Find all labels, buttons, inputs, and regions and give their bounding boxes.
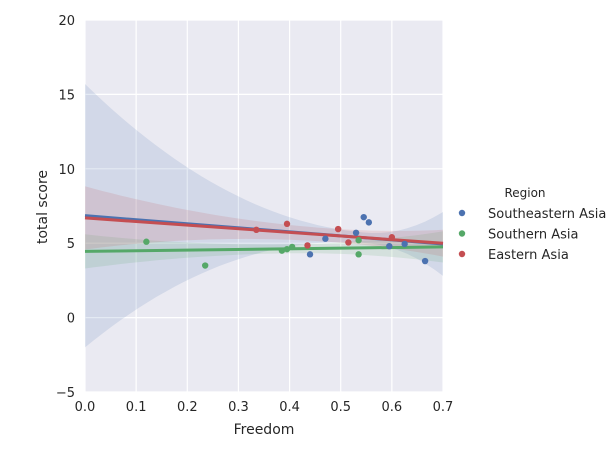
legend-label: Eastern Asia	[488, 248, 569, 263]
y-tick-label: 0	[67, 312, 75, 327]
y-axis-label: total score	[35, 170, 51, 244]
x-tick-label: 0.6	[382, 400, 403, 415]
regression-line	[84, 245, 444, 253]
x-tick-label: 0.0	[75, 400, 96, 415]
regression-line	[84, 216, 444, 245]
x-axis-label: Freedom	[234, 422, 295, 438]
x-tick-label: 0.5	[330, 400, 351, 415]
confidence-band	[85, 84, 443, 348]
legend-label: Southeastern Asia	[488, 207, 606, 222]
data-point	[334, 225, 342, 233]
confidence-band	[85, 186, 443, 257]
data-point	[355, 237, 362, 244]
y-tick-label: −5	[56, 386, 75, 401]
y-tick-label: 5	[67, 237, 75, 252]
x-tick-label: 0.7	[433, 400, 454, 415]
x-tick-label: 0.1	[126, 400, 147, 415]
legend-marker	[458, 230, 466, 237]
data-point	[283, 220, 291, 228]
x-axis-ticks: 0.0 0.1 0.2 0.3 0.4 0.5 0.6 0.7	[75, 400, 454, 415]
data-point	[401, 240, 408, 248]
data-point	[253, 226, 260, 234]
data-point	[278, 247, 286, 254]
x-tick-label: 0.3	[228, 400, 249, 415]
data-point	[201, 262, 209, 269]
plot-background	[85, 20, 443, 392]
data-point	[365, 219, 373, 226]
data-point	[304, 242, 311, 249]
data-point	[322, 235, 329, 242]
legend-title: Region	[504, 186, 545, 200]
data-point	[288, 243, 296, 251]
data-point	[386, 242, 393, 250]
plot-area	[85, 20, 443, 392]
data-point	[283, 245, 291, 253]
x-tick-label: 0.4	[279, 400, 300, 415]
legend-marker	[458, 250, 466, 258]
data-points	[143, 213, 429, 269]
data-point	[143, 238, 150, 245]
regression-lines	[84, 214, 444, 253]
x-tick-label: 0.2	[177, 400, 198, 415]
y-tick-label: 10	[58, 163, 75, 178]
data-point	[388, 234, 396, 241]
data-point	[421, 257, 429, 265]
y-axis-ticks: −5 0 5 10 15 20	[56, 14, 75, 401]
legend-label: Southern Asia	[488, 228, 579, 243]
data-point	[345, 239, 352, 246]
y-tick-label: 20	[58, 14, 75, 29]
legend-marker	[458, 209, 466, 217]
data-point	[355, 251, 362, 258]
data-point	[306, 251, 314, 258]
y-tick-label: 15	[58, 88, 75, 103]
legend: Region Southeastern Asia Southern Asia Eas…	[458, 186, 606, 263]
data-point	[352, 229, 360, 236]
grid	[84, 19, 444, 393]
data-point	[360, 213, 367, 221]
